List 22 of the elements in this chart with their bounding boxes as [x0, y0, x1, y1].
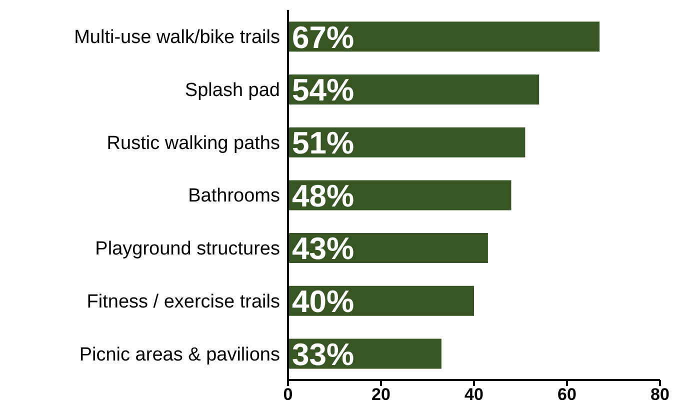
x-tick-label: 20 [372, 385, 390, 404]
data-label: 48% [292, 178, 354, 214]
data-label: 67% [292, 20, 354, 55]
y-tick-label: Fitness / exercise trails [86, 291, 280, 312]
x-tick-label: 80 [650, 385, 670, 404]
y-tick-label: Bathrooms [188, 186, 280, 207]
y-tick-label: Multi-use walk/bike trails [74, 27, 280, 48]
bar [288, 127, 526, 158]
y-tick-label: Splash pad [184, 80, 280, 102]
data-label: 43% [292, 231, 354, 266]
y-tick-label: Rustic walking paths [106, 132, 280, 154]
y-tick-label: Playground structures [95, 238, 280, 260]
bar [288, 74, 540, 104]
bar [288, 22, 600, 52]
data-label: 51% [292, 126, 354, 161]
data-label: 54% [292, 72, 354, 108]
data-label: 40% [292, 284, 354, 320]
data-label: 33% [292, 336, 354, 372]
x-tick-label: 40 [464, 385, 484, 404]
x-tick-label: 0 [283, 385, 293, 404]
y-tick-label: Picnic areas & pavilions [79, 344, 280, 366]
x-tick-label: 60 [558, 385, 576, 404]
